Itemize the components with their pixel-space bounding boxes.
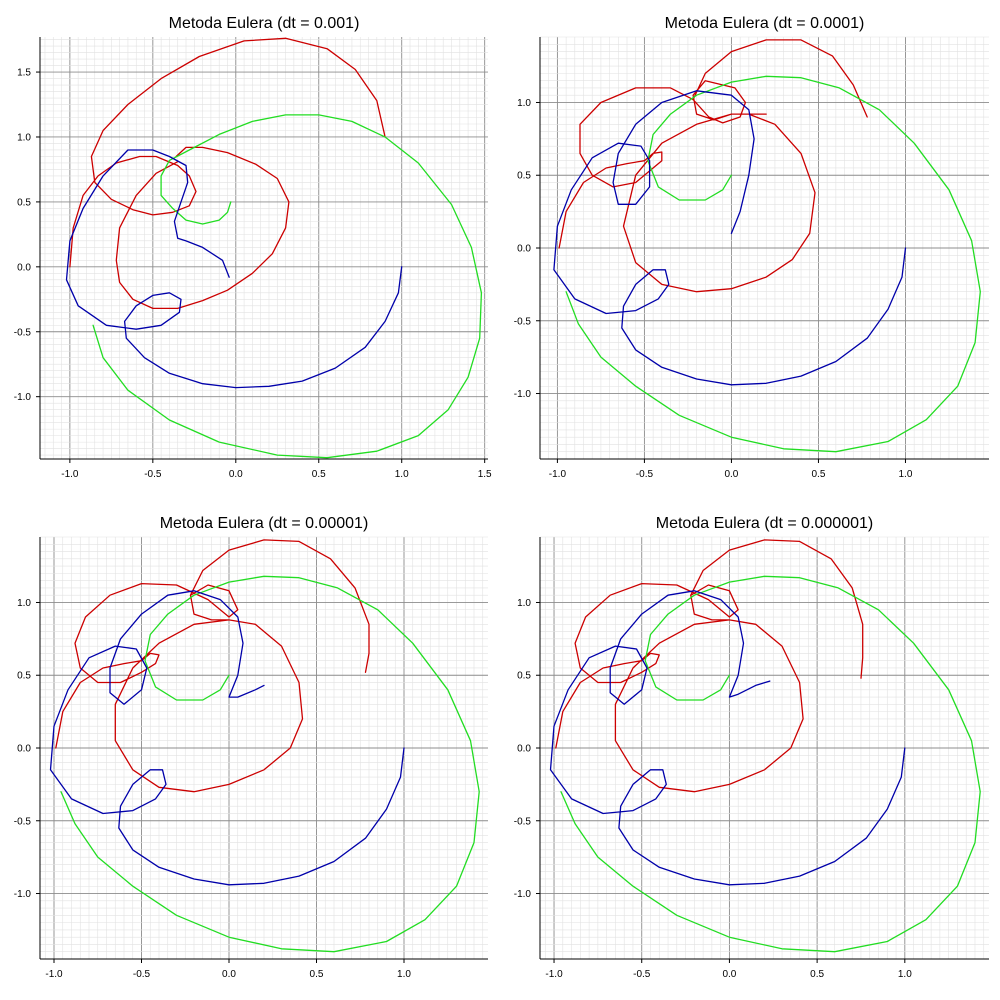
y-tick-label: -0.5 <box>14 816 32 827</box>
y-tick-label: 1.0 <box>517 598 531 609</box>
x-tick-label: -0.5 <box>144 469 162 480</box>
y-tick-label: 0.5 <box>517 171 531 182</box>
y-tick-label: 0.0 <box>17 744 31 755</box>
grid <box>540 536 989 959</box>
y-tick-label: 1.0 <box>17 132 31 143</box>
x-tick-label: -1.0 <box>45 969 63 980</box>
series-line-green-3 <box>60 575 480 953</box>
series-line-red-2 <box>692 39 868 118</box>
series-line-red-1 <box>69 37 386 268</box>
x-tick-label: -0.5 <box>133 969 151 980</box>
series-line-green-3 <box>565 75 981 453</box>
x-tick-label: 0.5 <box>310 969 324 980</box>
x-tick-label: 0.5 <box>810 969 824 980</box>
x-tick-label: 1.0 <box>395 469 409 480</box>
series-line-red-1 <box>558 80 816 293</box>
chart-title: Metoda Eulera (dt = 0.001) <box>169 15 360 32</box>
y-tick-label: 0.5 <box>17 671 31 682</box>
x-tick-label: 0.0 <box>222 969 236 980</box>
series-line-green-3 <box>560 575 981 953</box>
chart-title: Metoda Eulera (dt = 0.00001) <box>160 515 369 532</box>
y-tick-label: 0.0 <box>517 244 531 255</box>
grid <box>539 36 989 459</box>
chart-panel-3: -1.0 -0.5 0.0 0.5 1.0 -1.0 -0.5 0.0 0.5 1.0 Metoda… <box>14 515 488 980</box>
grid <box>40 37 488 459</box>
x-tick-label: 0.0 <box>229 469 243 480</box>
y-tick-label: -1.0 <box>514 389 532 400</box>
y-tick-label: 0.0 <box>517 744 531 755</box>
y-tick-label: -1.0 <box>14 889 32 900</box>
y-tick-label: 0.5 <box>17 197 31 208</box>
y-tick-label: -1.0 <box>514 889 532 900</box>
series-line-blue-4 <box>65 149 403 389</box>
y-tick-label: 0.5 <box>517 671 531 682</box>
chart-panel-1: -1.0 -0.5 0.0 0.5 1.0 1.5 -1.0 -0.5 0.0 0.5 1.0 1.5… <box>14 15 492 480</box>
series-line-blue-4 <box>549 590 906 886</box>
x-tick-label: 0.0 <box>722 969 736 980</box>
chart-panel-2: -1.0 -0.5 0.0 0.5 1.0 -1.0 -0.5 0.0 0.5 1.0 Metoda… <box>514 15 989 480</box>
chart-title: Metoda Eulera (dt = 0.000001) <box>656 515 873 532</box>
series-line-blue-4 <box>553 90 907 386</box>
y-tick-label: 1.0 <box>517 98 531 109</box>
series-line-red-1 <box>555 582 804 793</box>
x-tick-label: -1.0 <box>61 469 79 480</box>
y-tick-label: 0.0 <box>17 262 31 273</box>
y-tick-label: -0.5 <box>14 327 32 338</box>
chart-panel-4: -1.0 -0.5 0.0 0.5 1.0 -1.0 -0.5 0.0 0.5 1.0 Metoda… <box>514 515 989 980</box>
grid <box>40 536 488 959</box>
x-tick-label: 1.0 <box>397 969 411 980</box>
x-tick-label: -1.0 <box>545 969 563 980</box>
x-tick-label: -0.5 <box>633 969 651 980</box>
chart-title: Metoda Eulera (dt = 0.0001) <box>665 15 865 32</box>
x-tick-label: 1.0 <box>899 469 913 480</box>
series-line-red-2 <box>690 539 864 679</box>
x-tick-label: 0.0 <box>724 469 738 480</box>
x-tick-label: -1.0 <box>549 469 567 480</box>
x-tick-label: -0.5 <box>636 469 654 480</box>
y-tick-label: -0.5 <box>514 316 532 327</box>
x-tick-label: 1.5 <box>478 469 492 480</box>
y-tick-label: 1.0 <box>17 598 31 609</box>
series-line-red-2 <box>189 539 370 673</box>
y-tick-label: -1.0 <box>14 392 32 403</box>
x-tick-label: 1.0 <box>898 969 912 980</box>
x-tick-label: 0.5 <box>312 469 326 480</box>
series-line-red-2 <box>115 146 290 310</box>
x-tick-label: 0.5 <box>811 469 825 480</box>
y-tick-label: 1.5 <box>17 68 31 79</box>
y-tick-label: -0.5 <box>514 816 532 827</box>
series-line-red-1 <box>55 582 304 793</box>
series-line-green-3 <box>92 114 483 459</box>
series-line-blue-4 <box>49 590 405 886</box>
